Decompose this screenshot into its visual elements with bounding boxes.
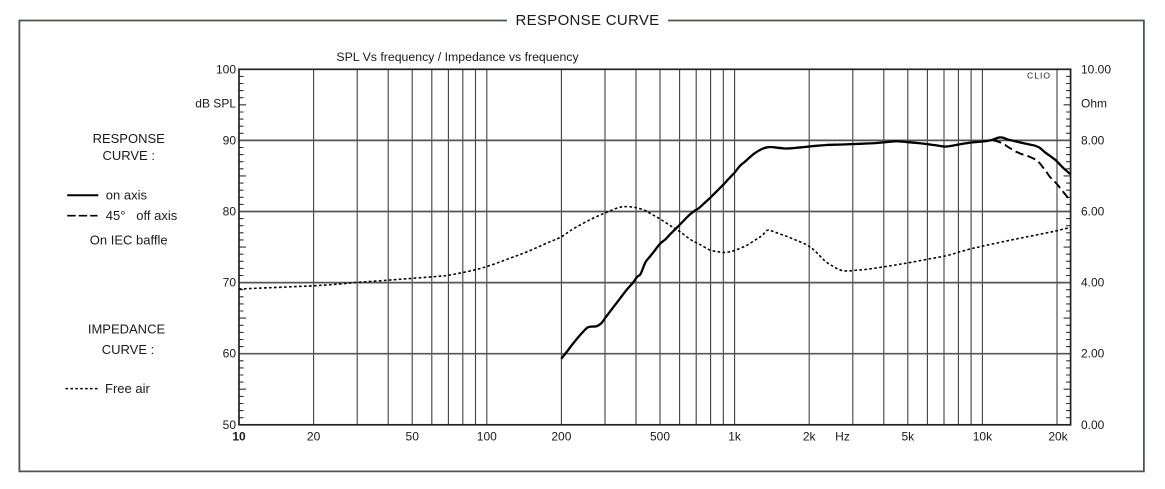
- svg-text:200: 200: [551, 430, 571, 444]
- svg-text:50: 50: [406, 430, 420, 444]
- svg-text:20: 20: [307, 430, 321, 444]
- svg-text:6.00: 6.00: [1081, 205, 1105, 219]
- svg-text:SPL Vs frequency / Impedance v: SPL Vs frequency / Impedance vs frequenc…: [336, 50, 579, 64]
- svg-text:500: 500: [650, 430, 670, 444]
- svg-text:10.00: 10.00: [1081, 62, 1111, 76]
- svg-text:90: 90: [223, 133, 237, 147]
- svg-text:RESPONSE: RESPONSE: [93, 131, 166, 146]
- svg-text:8.00: 8.00: [1081, 133, 1105, 147]
- svg-text:50: 50: [223, 418, 237, 432]
- svg-text:dB SPL: dB SPL: [195, 97, 236, 111]
- svg-text:20k: 20k: [1048, 430, 1068, 444]
- svg-text:80: 80: [223, 205, 237, 219]
- svg-text:Free air: Free air: [105, 381, 150, 396]
- svg-text:IMPEDANCE: IMPEDANCE: [88, 322, 166, 337]
- svg-text:Hz: Hz: [835, 430, 850, 444]
- svg-text:0.00: 0.00: [1081, 418, 1105, 432]
- svg-text:10: 10: [232, 430, 246, 444]
- svg-text:RESPONSE CURVE: RESPONSE CURVE: [516, 12, 660, 29]
- svg-text:CLIO: CLIO: [1027, 70, 1051, 80]
- svg-text:On IEC baffle: On IEC baffle: [90, 233, 168, 248]
- svg-text:70: 70: [223, 276, 237, 290]
- svg-text:on axis: on axis: [106, 188, 148, 203]
- svg-text:2.00: 2.00: [1081, 347, 1105, 361]
- svg-text:60: 60: [223, 347, 237, 361]
- svg-text:2k: 2k: [803, 430, 817, 444]
- svg-text:10k: 10k: [973, 430, 993, 444]
- svg-text:5k: 5k: [901, 430, 915, 444]
- svg-text:4.00: 4.00: [1081, 276, 1105, 290]
- svg-text:1k: 1k: [728, 430, 742, 444]
- svg-text:CURVE :: CURVE :: [102, 148, 155, 163]
- svg-text:100: 100: [477, 430, 497, 444]
- svg-text:CURVE :: CURVE :: [102, 342, 155, 357]
- svg-text:45° off axis: 45° off axis: [106, 208, 178, 223]
- svg-text:100: 100: [216, 62, 236, 76]
- svg-text:Ohm: Ohm: [1081, 97, 1107, 111]
